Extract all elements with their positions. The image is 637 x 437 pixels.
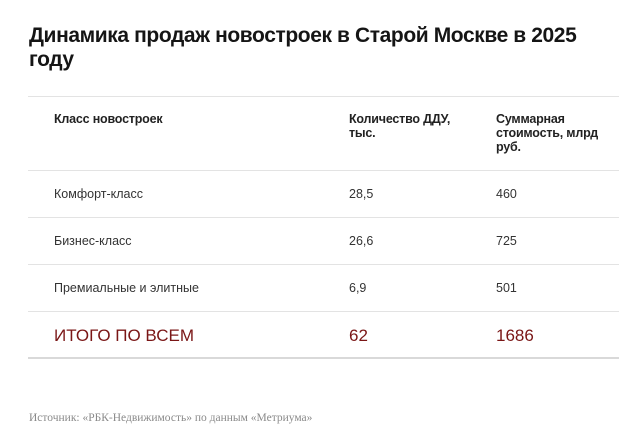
header-total-value: Суммарная стоимость, млрд руб. bbox=[496, 112, 598, 154]
total-label: ИТОГО ПО ВСЕМ bbox=[54, 326, 194, 345]
row-ddu-count: 6,9 bbox=[349, 281, 367, 295]
total-ddu-count: 62 bbox=[349, 326, 368, 345]
total-value: 1686 bbox=[496, 326, 534, 345]
row-class: Бизнес-класс bbox=[54, 234, 132, 248]
table-total-row: ИТОГО ПО ВСЕМ 62 1686 bbox=[28, 311, 619, 359]
source-note: Источник: «РБК-Недвижимость» по данным «… bbox=[29, 412, 313, 424]
sales-table: Класс новостроек Количество ДДУ, тыс. Су… bbox=[28, 96, 619, 359]
header-ddu-count: Количество ДДУ, тыс. bbox=[349, 112, 451, 140]
row-ddu-count: 28,5 bbox=[349, 187, 374, 201]
row-class: Премиальные и элитные bbox=[54, 281, 199, 295]
page-title: Динамика продаж новостроек в Старой Моск… bbox=[29, 24, 577, 71]
table-header-row: Класс новостроек Количество ДДУ, тыс. Су… bbox=[28, 96, 619, 170]
row-ddu-count: 26,6 bbox=[349, 234, 374, 248]
header-class: Класс новостроек bbox=[54, 112, 163, 126]
row-total-value: 501 bbox=[496, 281, 517, 295]
row-class: Комфорт-класс bbox=[54, 187, 143, 201]
table-row: Премиальные и элитные 6,9 501 bbox=[28, 264, 619, 311]
row-total-value: 725 bbox=[496, 234, 517, 248]
row-total-value: 460 bbox=[496, 187, 517, 201]
table-row: Комфорт-класс 28,5 460 bbox=[28, 170, 619, 217]
table-row: Бизнес-класс 26,6 725 bbox=[28, 217, 619, 264]
